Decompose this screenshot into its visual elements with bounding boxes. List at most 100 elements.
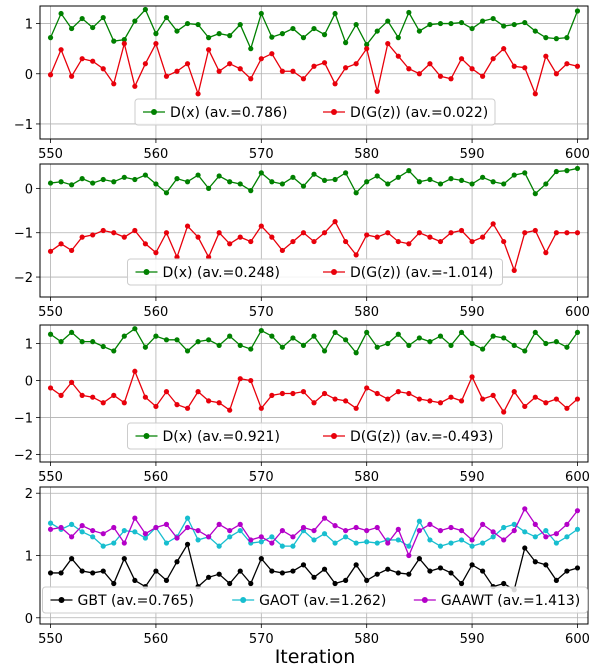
data-point <box>469 537 475 543</box>
data-point <box>395 389 401 395</box>
data-point <box>279 543 285 549</box>
data-point <box>332 176 338 183</box>
data-point <box>522 506 528 512</box>
data-point <box>364 539 370 545</box>
data-point <box>343 238 349 245</box>
data-point <box>279 570 285 576</box>
data-point <box>47 180 54 186</box>
data-point <box>90 339 96 345</box>
data-point <box>237 66 243 72</box>
data-point <box>121 174 127 180</box>
data-point <box>522 230 528 236</box>
data-point <box>311 171 317 177</box>
data-point <box>195 172 201 178</box>
data-point <box>353 524 359 531</box>
data-point <box>258 405 264 411</box>
data-point <box>47 248 54 254</box>
data-point <box>543 527 549 534</box>
data-point <box>343 577 349 584</box>
data-point <box>427 339 433 345</box>
data-point <box>153 403 159 410</box>
data-point <box>258 556 264 562</box>
data-point <box>58 570 64 576</box>
data-point <box>47 570 54 576</box>
data-point <box>195 527 201 534</box>
legend: GBT (av.=0.765) GAOT (av.=1.262) GAAWT (av… <box>42 586 588 614</box>
data-point <box>490 56 496 62</box>
data-point <box>100 227 106 234</box>
data-point <box>469 543 475 549</box>
data-point <box>111 580 117 587</box>
data-point <box>543 250 549 256</box>
legend-label: D(x) (av.=0.248) <box>163 265 280 281</box>
x-tick-label: 570 <box>249 632 274 647</box>
x-tick-label: 600 <box>565 147 590 162</box>
data-point <box>458 56 465 62</box>
data-point <box>227 407 233 413</box>
data-point <box>416 179 422 185</box>
data-point <box>332 580 338 587</box>
data-point <box>153 41 159 47</box>
x-tick-label: 570 <box>249 147 274 162</box>
data-point <box>311 400 317 406</box>
data-point <box>385 18 391 24</box>
y-tick-label: 0 <box>25 612 33 627</box>
data-point <box>564 521 570 527</box>
x-tick-label: 560 <box>144 147 169 162</box>
data-point <box>395 35 401 41</box>
data-point <box>248 188 254 194</box>
data-point <box>564 405 570 411</box>
data-point <box>195 537 201 543</box>
legend-marker <box>151 109 157 115</box>
data-point <box>406 571 412 577</box>
data-point <box>532 329 538 336</box>
data-point <box>100 343 106 350</box>
data-point <box>174 28 180 34</box>
data-point <box>343 170 349 176</box>
data-point <box>111 38 117 44</box>
data-point <box>58 524 64 531</box>
data-point <box>374 571 380 577</box>
data-point <box>269 51 275 57</box>
legend-label: D(G(z)) (av.=-0.493) <box>350 429 493 445</box>
data-point <box>564 568 570 574</box>
data-point <box>195 339 201 345</box>
data-point <box>279 31 285 37</box>
data-point <box>300 35 307 41</box>
data-point <box>300 562 307 568</box>
x-tick-label: 580 <box>354 470 379 485</box>
data-point <box>532 394 538 400</box>
data-point <box>142 531 148 537</box>
legend-label: GAAWT (av.=1.413) <box>441 593 580 609</box>
data-point <box>184 179 191 185</box>
data-point <box>553 540 559 546</box>
x-tick-label: 580 <box>354 147 379 162</box>
legend-marker <box>331 109 337 115</box>
data-point <box>47 385 54 391</box>
data-point <box>364 232 370 238</box>
x-tick-label: 590 <box>460 305 485 320</box>
data-point <box>142 344 148 350</box>
data-point <box>142 172 148 178</box>
legend-label: D(x) (av.=0.786) <box>170 105 287 121</box>
data-point <box>511 267 517 273</box>
data-point <box>290 390 296 397</box>
data-point <box>269 34 275 40</box>
x-tick-label: 550 <box>38 305 63 320</box>
data-point <box>248 377 254 384</box>
y-tick-label: −1 <box>14 227 33 242</box>
data-point <box>574 63 581 69</box>
series-line-1 <box>50 327 578 354</box>
data-point <box>406 552 412 559</box>
data-point <box>343 398 349 404</box>
data-point <box>153 250 159 256</box>
data-point <box>216 342 222 348</box>
y-tick-label: −2 <box>14 449 33 464</box>
data-point <box>300 342 307 348</box>
data-point <box>258 223 264 229</box>
panel-2: 550 560 570 580 590 600−2−10D(x) (av.=0.248) D… <box>14 163 590 320</box>
data-point <box>90 180 96 186</box>
data-point <box>90 534 96 540</box>
data-point <box>553 531 559 537</box>
data-point <box>269 534 275 540</box>
